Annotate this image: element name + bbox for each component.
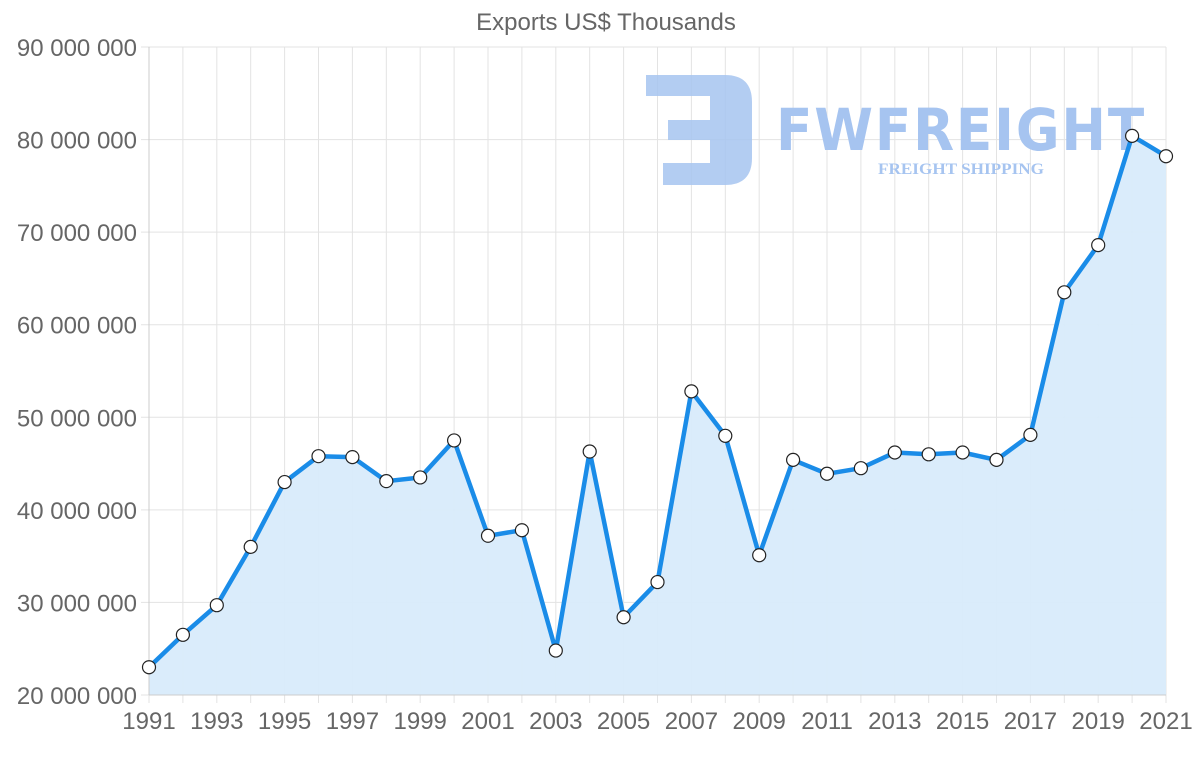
watermark-brand: FWFREIGHT (776, 96, 1146, 164)
data-point-2010[interactable] (785, 452, 801, 467)
y-tick-label: 60 000 000 (17, 313, 137, 340)
x-tick-label: 2015 (936, 708, 989, 735)
data-point-1998[interactable] (379, 474, 394, 489)
data-point-2000[interactable] (447, 433, 462, 448)
x-axis-ticks: 1991 1993 1995 1997 1999 2001 2003 2005 2007 2009… (122, 708, 1192, 735)
x-tick-label: 1993 (190, 708, 243, 735)
data-point-1996[interactable] (311, 449, 326, 464)
watermark-logo: FWFREIGHT FREIGHT SHIPPING (646, 75, 1146, 185)
logo-mark-icon (646, 75, 752, 185)
data-point-1992[interactable] (175, 627, 190, 642)
data-point-2002[interactable] (514, 523, 530, 538)
data-point-2008[interactable] (718, 428, 733, 443)
data-point-2007[interactable] (684, 384, 699, 399)
y-tick-label: 90 000 000 (17, 35, 137, 62)
x-tick-label: 1991 (122, 708, 175, 735)
data-point-1994[interactable] (243, 539, 258, 554)
data-point-2020[interactable] (1124, 128, 1140, 143)
data-point-2016[interactable] (989, 452, 1004, 467)
y-tick-label: 80 000 000 (17, 128, 137, 155)
y-tick-label: 70 000 000 (17, 220, 137, 247)
data-point-2011[interactable] (819, 466, 835, 481)
data-point-2017[interactable] (1023, 427, 1038, 442)
x-tick-label: 1995 (258, 708, 311, 735)
data-point-2006[interactable] (650, 574, 665, 590)
y-tick-label: 20 000 000 (17, 683, 137, 710)
x-tick-label: 2003 (529, 708, 582, 735)
data-point-2019[interactable] (1091, 238, 1106, 253)
data-point-1991[interactable] (141, 660, 157, 675)
data-point-2014[interactable] (921, 447, 936, 462)
x-tick-label: 2005 (597, 708, 650, 735)
y-tick-label: 30 000 000 (17, 590, 137, 617)
data-point-1995[interactable] (277, 474, 292, 490)
data-point-2015[interactable] (955, 445, 970, 460)
data-points (141, 128, 1174, 675)
chart-title: Exports US$ Thousands (476, 9, 736, 36)
data-point-1993[interactable] (209, 598, 224, 613)
x-tick-label: 2007 (665, 708, 718, 735)
x-tick-label: 1999 (394, 708, 447, 735)
data-point-2012[interactable] (853, 461, 869, 476)
axes (148, 47, 1166, 696)
y-tick-label: 40 000 000 (17, 498, 137, 525)
area-fill (149, 135, 1166, 695)
data-point-2013[interactable] (887, 445, 902, 460)
x-tick-label: 1997 (326, 708, 379, 735)
x-tick-label: 2013 (868, 708, 921, 735)
data-point-2001[interactable] (480, 528, 496, 543)
data-point-2018[interactable] (1057, 285, 1072, 300)
data-point-2004[interactable] (582, 444, 597, 459)
x-tick-label: 2011 (801, 708, 853, 735)
data-point-2003[interactable] (548, 643, 563, 658)
data-point-2021[interactable] (1158, 149, 1174, 164)
x-tick-label: 2009 (733, 708, 786, 735)
data-point-2005[interactable] (616, 610, 631, 625)
data-point-1997[interactable] (345, 449, 360, 465)
data-point-1999[interactable] (413, 470, 428, 485)
x-tick-label: 2001 (461, 708, 514, 735)
x-tick-label: 2017 (1004, 708, 1057, 735)
data-point-2009[interactable] (752, 548, 767, 563)
watermark-tagline: FREIGHT SHIPPING (878, 161, 1045, 178)
x-tick-label: 2019 (1072, 708, 1125, 735)
x-tick-label: 2021 (1139, 708, 1192, 735)
y-axis-ticks: 20 000 000 30 000 000 40 000 000 50 000 000… (17, 35, 137, 710)
y-tick-label: 50 000 000 (17, 405, 137, 432)
